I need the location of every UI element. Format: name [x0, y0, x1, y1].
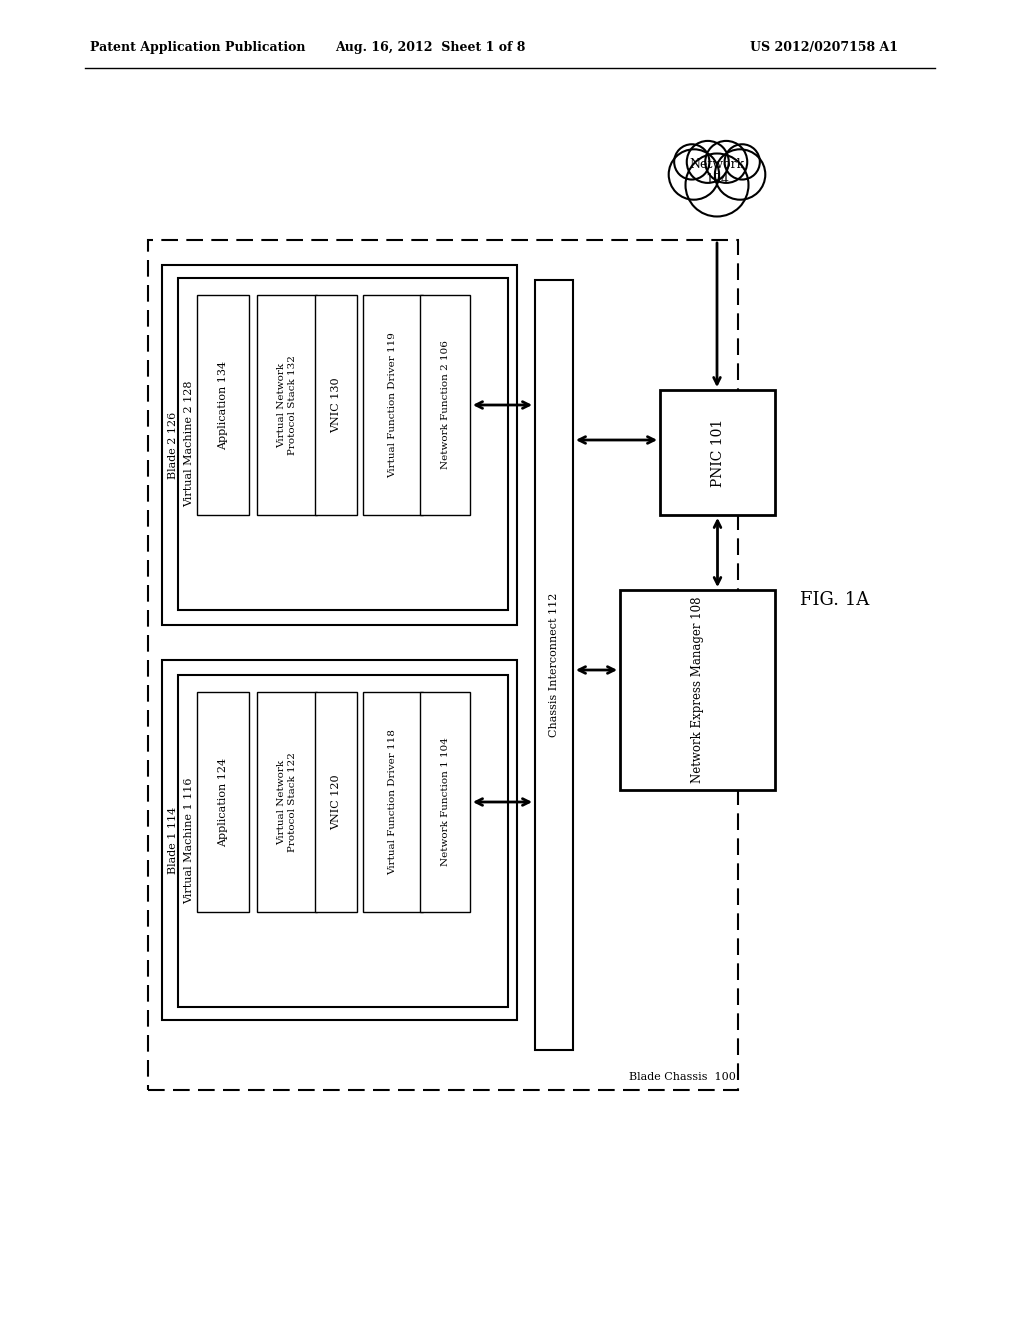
Circle shape: [706, 141, 748, 183]
Bar: [362, 692, 423, 912]
Text: Virtual Function Driver 119: Virtual Function Driver 119: [388, 333, 397, 478]
Bar: [257, 294, 317, 515]
Bar: [315, 294, 357, 515]
Bar: [197, 294, 249, 515]
Text: Network Function 2 106: Network Function 2 106: [440, 341, 450, 470]
Text: Blade 1 114: Blade 1 114: [168, 807, 178, 874]
Text: Network
104: Network 104: [689, 158, 744, 186]
Circle shape: [715, 149, 765, 199]
Text: Application 134: Application 134: [218, 360, 228, 450]
Bar: [315, 692, 357, 912]
Bar: [420, 692, 470, 912]
Bar: [197, 692, 249, 912]
Text: PNIC 101: PNIC 101: [711, 418, 725, 487]
Bar: [178, 279, 508, 610]
Text: Network Express Manager 108: Network Express Manager 108: [691, 597, 705, 783]
Bar: [620, 590, 775, 789]
Text: Blade Chassis  100: Blade Chassis 100: [629, 1072, 736, 1082]
Circle shape: [725, 144, 760, 180]
Text: Virtual Network
Protocol Stack 122: Virtual Network Protocol Stack 122: [278, 752, 297, 851]
Text: Virtual Machine 1 116: Virtual Machine 1 116: [184, 777, 194, 904]
Text: Aug. 16, 2012  Sheet 1 of 8: Aug. 16, 2012 Sheet 1 of 8: [335, 41, 525, 54]
Text: Application 124: Application 124: [218, 758, 228, 846]
Bar: [148, 240, 738, 1090]
Bar: [178, 675, 508, 1007]
Text: VNIC 120: VNIC 120: [331, 775, 341, 830]
Bar: [420, 294, 470, 515]
Text: Virtual Network
Protocol Stack 132: Virtual Network Protocol Stack 132: [278, 355, 297, 455]
Text: Patent Application Publication: Patent Application Publication: [90, 41, 305, 54]
Text: FIG. 1A: FIG. 1A: [800, 591, 869, 609]
Bar: [535, 280, 573, 1049]
Text: Chassis Interconnect 112: Chassis Interconnect 112: [549, 593, 559, 737]
Bar: [162, 660, 517, 1020]
Text: Network Function 1 104: Network Function 1 104: [440, 738, 450, 866]
Text: Virtual Machine 2 128: Virtual Machine 2 128: [184, 380, 194, 507]
Bar: [257, 692, 317, 912]
Circle shape: [687, 141, 729, 183]
Circle shape: [674, 144, 710, 180]
Bar: [660, 389, 775, 515]
Circle shape: [669, 149, 719, 199]
Circle shape: [685, 153, 749, 216]
Text: US 2012/0207158 A1: US 2012/0207158 A1: [750, 41, 898, 54]
Bar: [362, 294, 423, 515]
Text: Virtual Function Driver 118: Virtual Function Driver 118: [388, 729, 397, 875]
Text: Blade 2 126: Blade 2 126: [168, 412, 178, 479]
Text: VNIC 130: VNIC 130: [331, 378, 341, 433]
Bar: [162, 265, 517, 624]
